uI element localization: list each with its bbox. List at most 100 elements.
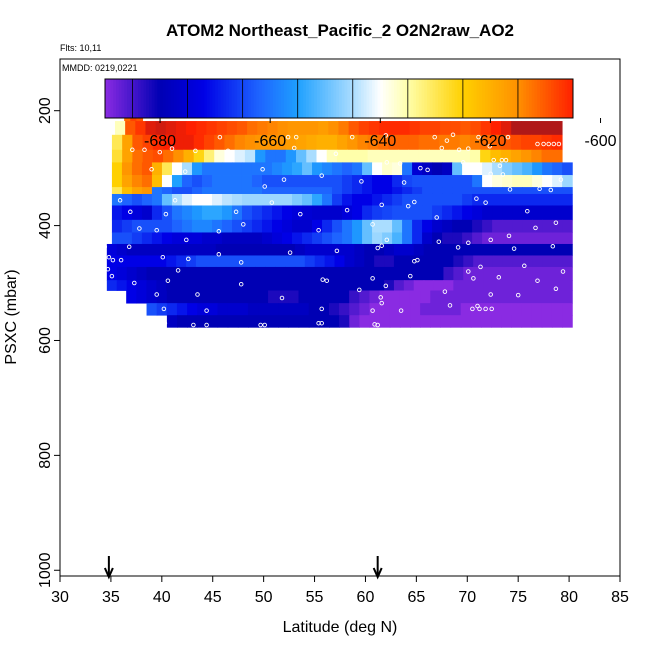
heatmap-cell — [483, 280, 494, 291]
colorbar-swatch — [264, 79, 268, 118]
heatmap-cell — [352, 219, 363, 233]
heatmap-cell — [215, 266, 227, 281]
colorbar-swatch — [311, 79, 315, 118]
heatmap-cell — [312, 175, 323, 188]
heatmap-cell — [111, 232, 123, 245]
colorbar-swatch — [107, 79, 111, 118]
heatmap-cell — [275, 149, 287, 163]
observation-point — [488, 237, 493, 243]
heatmap-cell — [511, 121, 522, 136]
heatmap-cell — [562, 315, 573, 328]
colorbar-swatch — [556, 79, 560, 118]
heatmap-cell — [551, 290, 563, 304]
heatmap-cell — [354, 266, 365, 281]
heatmap-cell — [398, 134, 410, 151]
heatmap-cell — [201, 193, 213, 206]
colorbar-swatch — [217, 79, 222, 118]
colorbar-swatch — [341, 79, 345, 118]
heatmap-cell — [552, 193, 563, 206]
heatmap-cell — [265, 255, 276, 268]
heatmap-cell — [452, 205, 463, 221]
observation-point — [233, 209, 239, 215]
observation-point — [262, 322, 267, 328]
heatmap-cell — [151, 193, 163, 206]
observation-point — [535, 278, 540, 283]
heatmap-cell — [402, 187, 413, 195]
colorbar-swatch — [460, 79, 464, 118]
heatmap-cell — [429, 149, 440, 163]
colorbar-swatch — [421, 79, 425, 118]
colorbar-swatch — [124, 79, 128, 118]
heatmap-cell — [492, 187, 503, 195]
heatmap-cell — [275, 255, 286, 268]
observation-point — [447, 303, 453, 308]
observation-point — [489, 306, 494, 312]
heatmap-cell — [372, 193, 383, 206]
heatmap-cell — [429, 121, 441, 136]
observation-point — [466, 240, 471, 246]
heatmap-cell — [472, 187, 483, 195]
heatmap-cell — [308, 290, 320, 304]
heatmap-cell — [285, 280, 296, 291]
arrow-head — [103, 567, 114, 580]
heatmap-cell — [141, 205, 153, 221]
colorbar-swatch — [490, 79, 494, 118]
heatmap-cell — [121, 193, 133, 206]
heatmap-cell — [308, 315, 320, 328]
heatmap-cell — [452, 162, 463, 176]
heatmap-cell — [342, 193, 353, 206]
colorbar-swatch — [286, 79, 290, 118]
heatmap-cell — [368, 121, 380, 136]
heatmap-cell — [251, 175, 263, 188]
heatmap-cell — [439, 149, 451, 163]
colorbar-swatch — [385, 79, 390, 118]
heatmap-cell — [231, 232, 243, 245]
colorbar-swatch — [259, 79, 263, 118]
heatmap-cell — [214, 149, 226, 163]
heatmap-cell — [374, 255, 385, 268]
x-tick-label: 35 — [102, 589, 120, 606]
heatmap-cell — [282, 162, 293, 176]
heatmap-cell — [225, 266, 237, 281]
heatmap-cell — [312, 162, 323, 176]
heatmap-cell — [265, 243, 276, 256]
heatmap-cell — [562, 290, 573, 304]
colorbar-swatch — [176, 79, 180, 118]
heatmap-cell — [236, 121, 248, 136]
observation-point — [202, 199, 207, 205]
heatmap-cell — [491, 290, 502, 304]
heatmap-cell — [541, 315, 553, 328]
colorbar-swatch — [553, 79, 557, 118]
colorbar-swatch — [542, 79, 546, 118]
heatmap-cell — [364, 280, 375, 291]
colorbar-swatch — [215, 79, 219, 118]
colorbar-swatch — [352, 79, 357, 118]
heatmap-cell — [245, 280, 256, 291]
heatmap-cell — [419, 121, 431, 136]
heatmap-cell — [562, 175, 573, 188]
heatmap-cell — [502, 266, 514, 281]
heatmap-cell — [106, 243, 118, 256]
heatmap-cell — [422, 232, 433, 245]
heatmap-cell — [285, 149, 297, 163]
heatmap-cell — [322, 205, 333, 221]
observation-point — [241, 222, 246, 227]
colorbar-swatch — [305, 79, 310, 118]
colorbar-swatch — [350, 79, 354, 118]
observation-point — [217, 134, 223, 140]
heatmap-cell — [131, 219, 143, 233]
heatmap-cell — [339, 315, 350, 328]
colorbar-swatch — [201, 79, 205, 118]
heatmap-cell — [272, 232, 283, 245]
observation-point — [550, 244, 556, 249]
heatmap-cell — [502, 280, 514, 291]
colorbar-swatch — [517, 79, 522, 118]
observation-point — [535, 141, 540, 147]
heatmap-cell — [201, 162, 213, 176]
colorbar-swatch — [184, 79, 189, 118]
heatmap-cell — [247, 315, 259, 328]
heatmap-cell — [221, 162, 233, 176]
heatmap-cell — [450, 121, 461, 136]
heatmap-cell — [531, 121, 543, 136]
heatmap-cell — [374, 243, 385, 256]
